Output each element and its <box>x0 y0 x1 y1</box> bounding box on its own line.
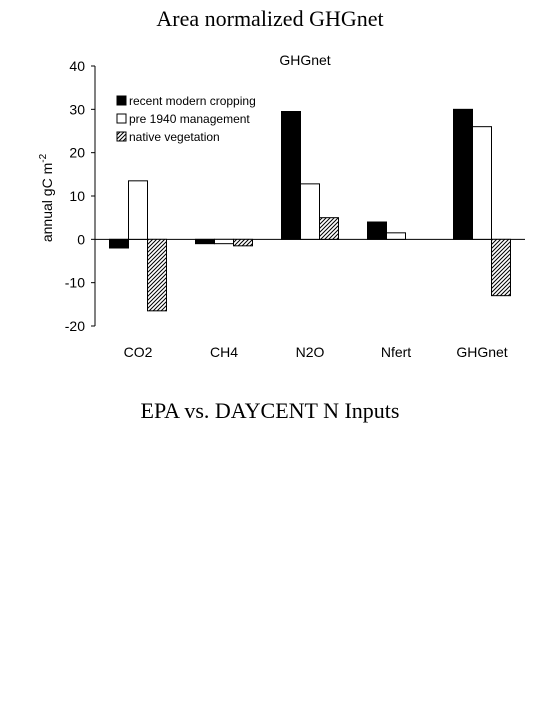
bar-ghgnet-series-2 <box>472 126 492 240</box>
legend-label-1: recent modern cropping <box>129 94 256 108</box>
page-title: Area normalized GHGnet <box>156 6 384 31</box>
bar-ch4-series-2 <box>214 238 234 245</box>
bar-nfert-series-1 <box>367 221 387 240</box>
x-category-label: GHGnet <box>456 344 507 360</box>
y-ticks: -20 -10 0 10 20 30 40 <box>65 58 95 334</box>
y-tick-label: -20 <box>65 318 85 334</box>
y-tick-label: 40 <box>69 58 85 74</box>
section-title: EPA vs. DAYCENT N Inputs <box>140 398 400 423</box>
ghgnet-bar-chart: GHGnet annual gC m-2 -20 -10 0 10 20 30 40 CO2… <box>38 52 525 360</box>
bar-n2o-series-3 <box>319 217 339 240</box>
legend-label-3: native vegetation <box>129 130 220 144</box>
y-axis-label-superscript: -2 <box>38 153 49 162</box>
bar-ghgnet-series-1 <box>453 108 473 240</box>
legend-swatch-3 <box>116 131 127 142</box>
bar-co2-series-1 <box>109 238 129 249</box>
x-category-label: N2O <box>296 344 325 360</box>
y-axis-label-text: annual gC m <box>39 163 55 242</box>
y-tick-label: 0 <box>77 231 85 247</box>
x-category-label: CO2 <box>124 344 153 360</box>
bar-co2-series-2 <box>128 180 148 240</box>
x-category-label: CH4 <box>210 344 238 360</box>
y-tick-label: 10 <box>69 188 85 204</box>
legend-swatch-1 <box>116 95 127 106</box>
bar-n2o-series-1 <box>281 111 301 240</box>
bars <box>109 108 511 312</box>
x-category-labels: CO2 CH4 N2O Nfert GHGnet <box>124 344 508 360</box>
y-tick-label: 20 <box>69 145 85 161</box>
x-category-label: Nfert <box>381 344 411 360</box>
legend-swatch-2 <box>116 113 127 124</box>
bar-nfert-series-2 <box>386 232 406 240</box>
bar-co2-series-3 <box>147 238 167 312</box>
bar-ch4-series-3 <box>233 238 253 247</box>
legend: recent modern cropping pre 1940 managemen… <box>116 94 256 144</box>
bar-n2o-series-2 <box>300 183 320 240</box>
chart-title: GHGnet <box>279 52 330 68</box>
y-tick-label: 30 <box>69 101 85 117</box>
y-tick-label: -10 <box>65 275 85 291</box>
y-axis-label: annual gC m-2 <box>38 153 55 242</box>
bar-ghgnet-series-3 <box>491 238 511 297</box>
legend-label-2: pre 1940 management <box>129 112 250 126</box>
bar-ch4-series-1 <box>195 238 215 245</box>
